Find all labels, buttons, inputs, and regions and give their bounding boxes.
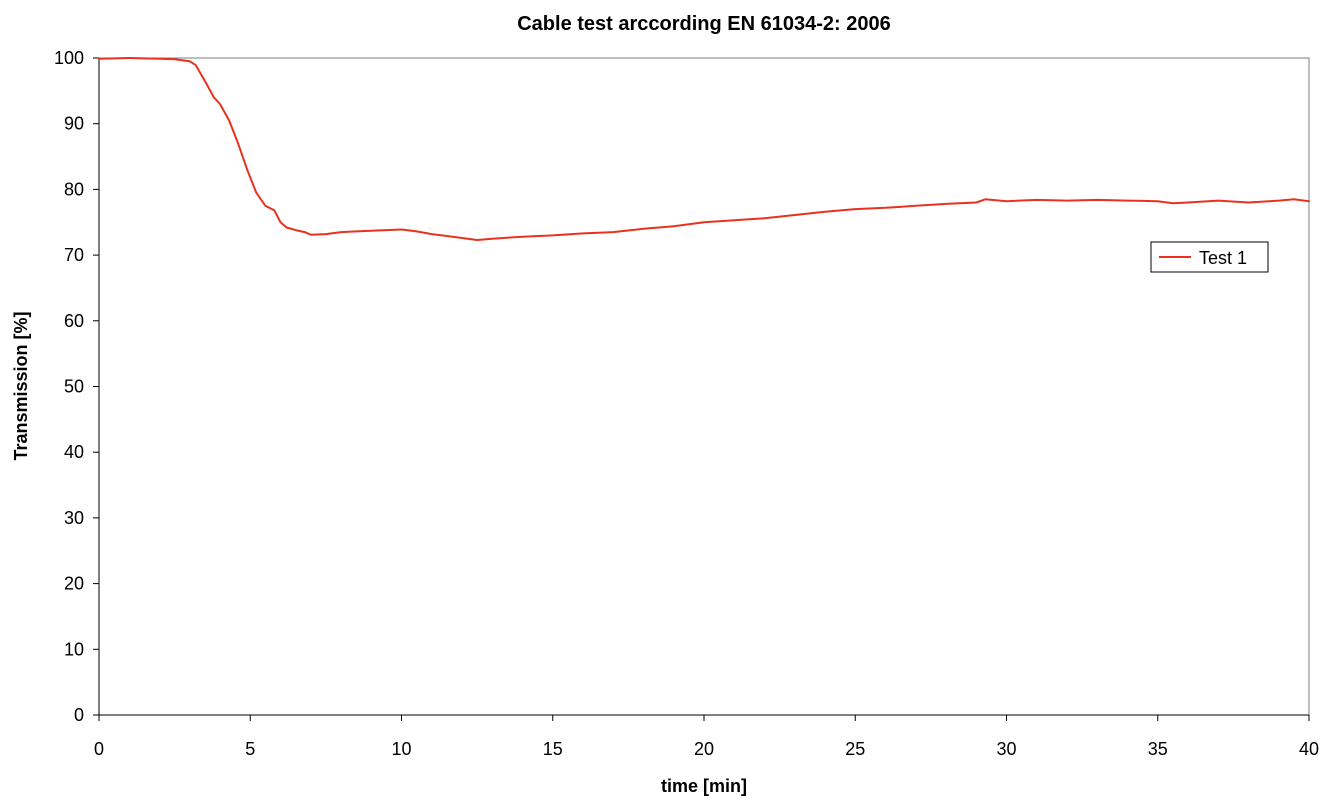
x-tick-label: 5 xyxy=(245,739,255,759)
legend-label-test-1: Test 1 xyxy=(1199,248,1247,268)
x-tick-label: 30 xyxy=(996,739,1016,759)
x-axis: 0 5 10 15 20 25 30 35 40 xyxy=(94,715,1319,759)
x-tick-label: 40 xyxy=(1299,739,1319,759)
y-tick-label: 40 xyxy=(64,442,84,462)
y-tick-label: 90 xyxy=(64,114,84,134)
x-tick-label: 10 xyxy=(391,739,411,759)
x-tick-label: 0 xyxy=(94,739,104,759)
x-tick-label: 25 xyxy=(845,739,865,759)
chart-title: Cable test arccording EN 61034-2: 2006 xyxy=(517,13,891,35)
legend: Test 1 xyxy=(1150,241,1269,273)
y-tick-label: 10 xyxy=(64,639,84,659)
y-axis-label: Transmission [%] xyxy=(11,311,31,460)
y-tick-label: 20 xyxy=(64,574,84,594)
plot-area xyxy=(98,57,1310,716)
y-tick-label: 50 xyxy=(64,377,84,397)
x-tick-label: 15 xyxy=(543,739,563,759)
y-tick-label: 0 xyxy=(74,705,84,725)
x-axis-label: time [min] xyxy=(661,776,747,796)
y-tick-label: 80 xyxy=(64,179,84,199)
y-tick-label: 60 xyxy=(64,311,84,331)
x-tick-label: 35 xyxy=(1148,739,1168,759)
y-axis: 0 10 20 30 40 50 60 70 80 90 100 xyxy=(54,48,99,725)
y-tick-label: 100 xyxy=(54,48,84,68)
y-tick-label: 70 xyxy=(64,245,84,265)
y-tick-label: 30 xyxy=(64,508,84,528)
x-tick-label: 20 xyxy=(694,739,714,759)
series-line-test-1 xyxy=(98,57,1310,241)
